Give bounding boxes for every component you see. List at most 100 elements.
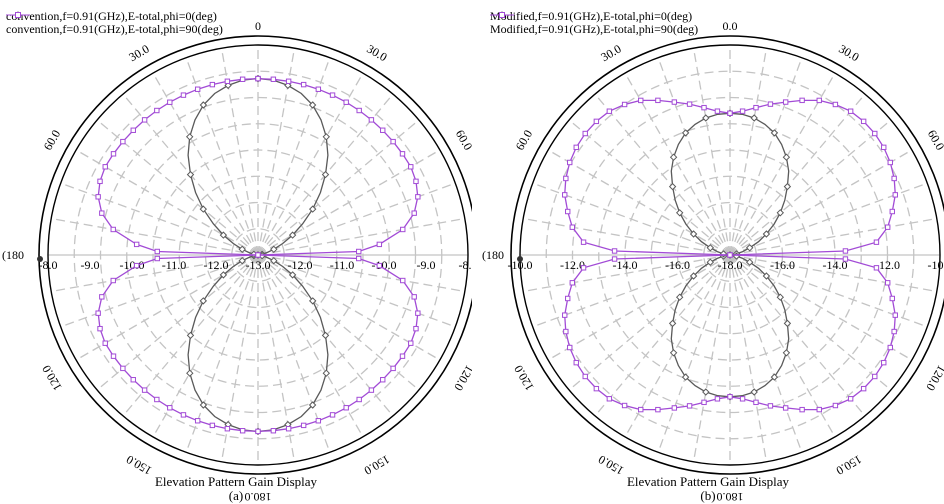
legend-entry: convention,f=0.91(GHz),E-total,phi=90(de… — [6, 12, 223, 36]
data-point — [321, 170, 330, 179]
outer-ring — [519, 44, 941, 466]
radial-tick-label: -11.0 — [330, 258, 355, 272]
data-point — [739, 396, 746, 402]
data-point — [154, 396, 160, 403]
radial-tick-label: -9.0 — [417, 258, 436, 272]
data-point — [239, 76, 246, 82]
data-point — [239, 428, 246, 434]
angle-label: 60.0 — [453, 127, 472, 152]
data-point — [368, 117, 375, 123]
data-point — [832, 101, 839, 108]
data-point — [154, 107, 160, 114]
data-point — [356, 107, 362, 114]
data-point — [255, 428, 261, 435]
data-point — [329, 92, 336, 98]
angle-label: 60.0 — [925, 127, 944, 152]
data-point — [770, 129, 779, 137]
panel-label: (a) — [228, 488, 244, 503]
data-point — [881, 359, 887, 366]
data-point — [892, 312, 898, 318]
data-point — [99, 294, 105, 300]
data-point — [816, 406, 822, 413]
data-point — [782, 349, 791, 357]
grid-spoke — [729, 93, 866, 256]
angle-label-side: (180 — [2, 248, 24, 262]
data-point — [668, 182, 677, 191]
angle-label: 30.0 — [364, 42, 389, 65]
data-point — [343, 99, 349, 105]
data-point — [714, 108, 721, 114]
data-point — [582, 373, 588, 380]
angle-label-top: 0.0 — [723, 19, 738, 33]
data-point — [873, 265, 880, 271]
data-point — [582, 130, 588, 137]
grid-spoke — [60, 254, 259, 328]
data-point — [762, 230, 771, 238]
data-point — [95, 310, 101, 316]
data-point — [669, 349, 678, 357]
chart-caption: Elevation Pattern Gain Display — [154, 474, 318, 489]
data-point — [892, 192, 898, 198]
data-point — [186, 331, 195, 340]
data-point — [141, 387, 148, 393]
data-point — [767, 403, 774, 409]
grid-spoke — [729, 72, 836, 256]
angle-label: 60.0 — [513, 127, 536, 152]
grid-spoke — [523, 217, 731, 256]
angle-label: 30.0 — [598, 42, 623, 65]
side-marker-icon — [517, 256, 523, 262]
data-point — [356, 396, 362, 403]
grid-spoke — [568, 119, 731, 256]
data-point — [668, 319, 677, 328]
data-point — [706, 258, 715, 266]
legend-label: Modified,f=0.91(GHz),E-total,phi=0(deg) — [490, 9, 693, 23]
data-point — [270, 256, 278, 265]
data-point — [110, 226, 116, 233]
data-point — [887, 159, 893, 166]
panel-label: (b) — [700, 488, 716, 503]
data-point — [782, 99, 789, 105]
data-point — [380, 127, 386, 133]
data-point — [133, 262, 140, 269]
data-point — [563, 175, 569, 182]
data-point — [681, 129, 690, 137]
data-point — [847, 396, 854, 402]
grid-spoke — [692, 254, 731, 462]
data-point — [270, 245, 278, 254]
data-point — [573, 359, 579, 366]
data-point — [219, 271, 228, 279]
radial-tick-label: -10.0 — [372, 258, 397, 272]
data-point — [285, 426, 292, 432]
grid-spoke — [257, 217, 465, 256]
radial-tick-label: -13.0 — [246, 258, 271, 272]
legend-b: Modified,f=0.91(GHz),E-total,phi=0(deg) … — [490, 10, 698, 36]
data-point — [872, 373, 878, 380]
data-point — [689, 230, 698, 238]
grid-spoke — [729, 217, 937, 256]
grid-spoke — [624, 72, 731, 256]
data-point — [891, 328, 897, 335]
data-point — [770, 373, 779, 381]
data-point — [270, 428, 277, 434]
data-point — [593, 118, 600, 125]
data-point — [315, 86, 322, 92]
data-point — [816, 97, 822, 104]
data-point — [399, 353, 406, 359]
data-point — [782, 153, 791, 161]
angle-label: 60.0 — [41, 127, 64, 152]
grid-spoke — [729, 254, 803, 453]
radial-tick-label: -16.0 — [770, 258, 795, 272]
radial-tick-label: -8.0 — [459, 258, 473, 272]
polar-chart-b: -18.0 -16.0 -16.0 -14.0 -14.0 -12.0 -12.0 -10.0… — [482, 19, 944, 504]
data-point — [120, 365, 126, 372]
radial-tick-label: -8.0 — [39, 258, 58, 272]
data-point — [884, 280, 891, 286]
data-point — [209, 81, 216, 88]
grid-spoke — [257, 182, 456, 256]
angle-label: 30.0 — [126, 42, 151, 65]
data-point — [783, 182, 792, 191]
data-point — [130, 127, 136, 133]
data-point — [399, 151, 406, 157]
radial-tick-label: -12.0 — [560, 258, 585, 272]
grid-spoke — [657, 254, 731, 453]
